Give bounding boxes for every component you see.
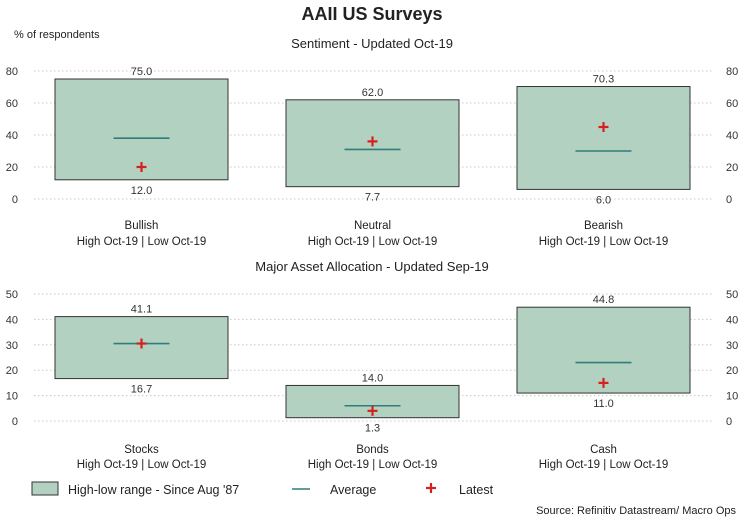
panel-2: Major Asset Allocation - Updated Sep-19 0… [6, 259, 739, 471]
low-value-label: 16.7 [131, 384, 152, 396]
category-label: Cash [590, 444, 617, 456]
y-tick-label-left: 0 [12, 194, 18, 206]
panels: Sentiment - Updated Oct-19 0 0 20 20 40 40 60 60… [6, 36, 739, 471]
category-note: High Oct-19 | Low Oct-19 [539, 459, 669, 471]
y-tick-label-right: 20 [726, 162, 738, 174]
y-axis-unit: % of respondents [14, 29, 100, 41]
high-value-label: 62.0 [362, 87, 383, 99]
y-tick-label-right: 10 [726, 391, 738, 403]
low-value-label: 7.7 [365, 192, 380, 204]
y-tick-label-right: 0 [726, 416, 732, 428]
y-tick-label-right: 30 [726, 340, 738, 352]
y-tick-label-right: 0 [726, 194, 732, 206]
category-label: Bearish [584, 220, 623, 232]
latest-marker [136, 162, 147, 172]
category-label: Stocks [124, 444, 159, 456]
high-value-label: 70.3 [593, 74, 614, 86]
legend-range-swatch [31, 481, 59, 496]
category-label: Bullish [125, 220, 159, 232]
low-value-label: 6.0 [596, 194, 611, 206]
high-value-label: 14.0 [362, 372, 383, 384]
y-tick-label-right: 60 [726, 98, 738, 110]
range-box [516, 86, 691, 190]
panel-subtitle: Sentiment - Updated Oct-19 [291, 36, 453, 51]
category-note: High Oct-19 | Low Oct-19 [539, 236, 669, 248]
y-tick-label-right: 80 [726, 66, 738, 78]
legend: High-low range - Since Aug '87 Average L… [31, 481, 494, 497]
source-note: Source: Refinitiv Datastream/ Macro Ops [536, 505, 736, 517]
y-tick-label-left: 40 [6, 130, 18, 142]
panel-1: Sentiment - Updated Oct-19 0 0 20 20 40 40 60 60… [6, 36, 739, 248]
category-note: High Oct-19 | Low Oct-19 [308, 459, 438, 471]
y-tick-label-right: 20 [726, 365, 738, 377]
category-label: Neutral [354, 220, 391, 232]
range-box [285, 384, 460, 419]
y-tick-label-left: 40 [6, 314, 18, 326]
latest-marker [598, 377, 609, 388]
chart-title: AAII US Surveys [301, 4, 442, 24]
y-tick-label-left: 20 [6, 162, 18, 174]
category-note: High Oct-19 | Low Oct-19 [77, 459, 207, 471]
latest-marker [367, 136, 378, 147]
latest-marker [136, 338, 147, 349]
legend-latest-marker [426, 483, 436, 493]
panel-subtitle: Major Asset Allocation - Updated Sep-19 [255, 259, 488, 274]
y-tick-label-left: 60 [6, 98, 18, 110]
high-value-label: 41.1 [131, 304, 152, 316]
legend-average-label: Average [330, 483, 376, 497]
latest-marker [367, 405, 378, 416]
y-tick-label-left: 20 [6, 365, 18, 377]
y-tick-label-right: 40 [726, 130, 738, 142]
y-tick-label-left: 80 [6, 66, 18, 78]
y-tick-label-right: 50 [726, 289, 738, 301]
category-note: High Oct-19 | Low Oct-19 [77, 236, 207, 248]
legend-latest-label: Latest [459, 483, 494, 497]
low-value-label: 1.3 [365, 423, 380, 435]
low-value-label: 12.0 [131, 185, 152, 197]
y-tick-label-left: 30 [6, 340, 18, 352]
y-tick-label-left: 0 [12, 416, 18, 428]
high-value-label: 44.8 [593, 294, 614, 306]
low-value-label: 11.0 [593, 398, 614, 410]
high-value-label: 75.0 [131, 66, 152, 78]
legend-range-label: High-low range - Since Aug '87 [68, 483, 239, 497]
category-note: High Oct-19 | Low Oct-19 [308, 236, 438, 248]
y-tick-label-left: 50 [6, 289, 18, 301]
y-tick-label-right: 40 [726, 314, 738, 326]
y-tick-label-left: 10 [6, 391, 18, 403]
category-label: Bonds [356, 444, 389, 456]
latest-marker [598, 122, 609, 132]
